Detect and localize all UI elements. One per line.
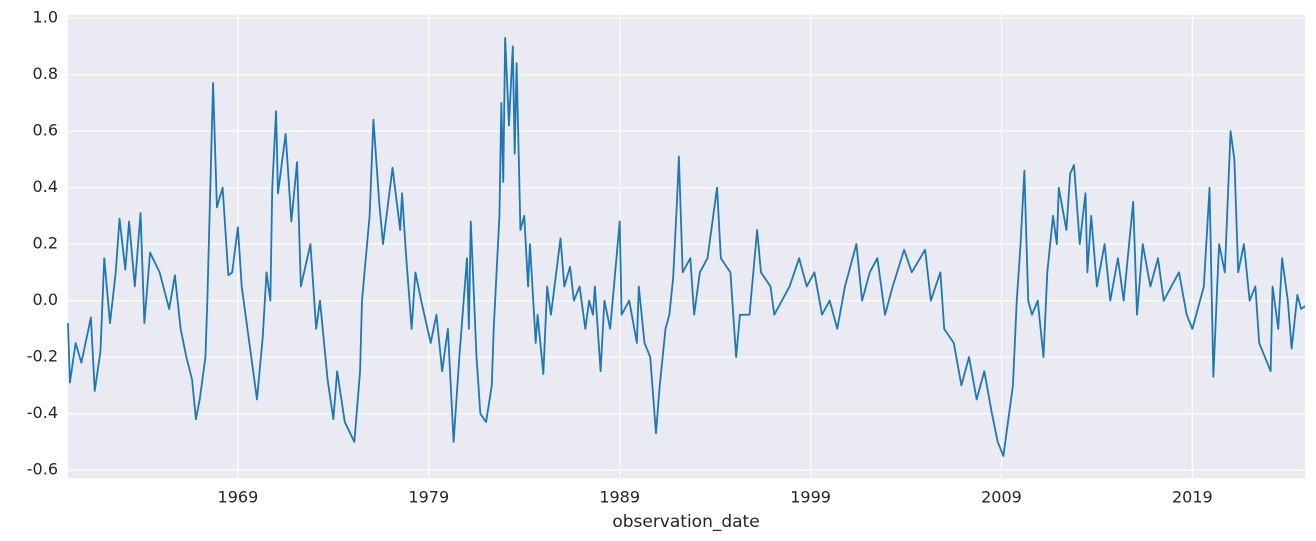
x-tick-label: 2009 (981, 488, 1022, 507)
x-axis-label: observation_date (612, 512, 759, 532)
y-tick-label: 0.8 (33, 64, 58, 83)
y-tick-label: 0.6 (33, 121, 58, 140)
y-tick-label: 0.4 (33, 177, 58, 196)
y-tick-label: 1.0 (33, 8, 58, 27)
x-tick-label: 1979 (408, 488, 449, 507)
line (67, 36, 1306, 457)
x-tick-label: 1999 (790, 488, 831, 507)
x-tick-label: 1969 (218, 488, 259, 507)
y-tick-label: -0.4 (27, 403, 58, 422)
y-tick-label: 0.2 (33, 234, 58, 253)
y-tick-label: 0.0 (33, 290, 58, 309)
x-tick-label: 2019 (1172, 488, 1213, 507)
x-tick-label: 1989 (599, 488, 640, 507)
y-tick-label: -0.2 (27, 347, 58, 366)
y-tick-label: -0.6 (27, 460, 58, 479)
plot-area (68, 15, 1305, 478)
